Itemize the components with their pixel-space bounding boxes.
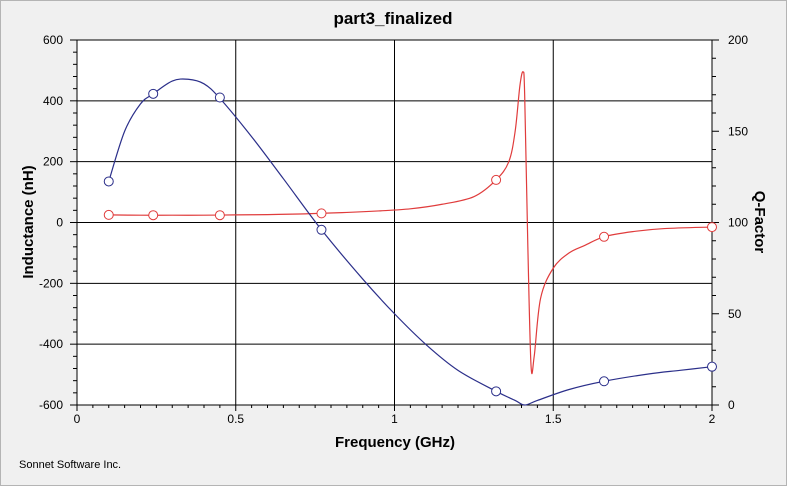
y-right-tick-label: 200 (728, 33, 748, 47)
series-line-inductance (108, 71, 713, 375)
footer-credit: Sonnet Software Inc. (19, 459, 121, 471)
data-point-q-factor (316, 224, 327, 235)
data-point-q-factor (214, 92, 225, 103)
x-axis-label: Frequency (GHz) (335, 434, 455, 451)
data-point-inductance (316, 208, 327, 219)
data-point-inductance (148, 210, 159, 221)
data-point-q-factor (103, 176, 114, 187)
chart-title: part3_finalized (333, 9, 452, 28)
y-left-tick-label: -200 (39, 276, 63, 290)
series-group (103, 71, 717, 406)
y-left-tick-label: -600 (39, 398, 63, 412)
y-right-tick-label: 150 (728, 124, 748, 138)
y-left-tick-label: 600 (43, 33, 63, 47)
x-tick-label: 0 (74, 412, 81, 426)
grid-lines (77, 40, 712, 405)
data-point-inductance (707, 222, 717, 233)
data-point-q-factor (599, 376, 610, 387)
series-line-q-factor (108, 78, 713, 406)
data-point-inductance (103, 209, 114, 220)
y-axis-right-label: Q-Factor (751, 191, 768, 254)
data-point-q-factor (148, 88, 159, 99)
y-left-tick-label: -400 (39, 337, 63, 351)
data-point-inductance (214, 210, 225, 221)
y-right-tick-label: 0 (728, 398, 735, 412)
y-left-tick-label: 0 (56, 216, 63, 230)
x-tick-label: 1.5 (545, 412, 562, 426)
y-left-tick-label: 400 (43, 94, 63, 108)
y-right-tick-label: 100 (728, 216, 748, 230)
data-point-q-factor (707, 361, 717, 372)
data-point-inductance (599, 231, 610, 242)
tick-labels: 0 0.5 1 1.5 2 -600 -400 -200 0 200 400 600 0 50 100 150… (39, 33, 748, 426)
data-point-inductance (491, 174, 502, 185)
data-point-q-factor (491, 386, 502, 397)
y-left-tick-label: 200 (43, 155, 63, 169)
x-tick-label: 2 (709, 412, 716, 426)
tick-marks (70, 39, 719, 411)
y-axis-left-label: Inductance (nH) (20, 165, 37, 278)
y-right-tick-label: 50 (728, 307, 742, 321)
x-tick-label: 1 (391, 412, 398, 426)
x-tick-label: 0.5 (227, 412, 244, 426)
